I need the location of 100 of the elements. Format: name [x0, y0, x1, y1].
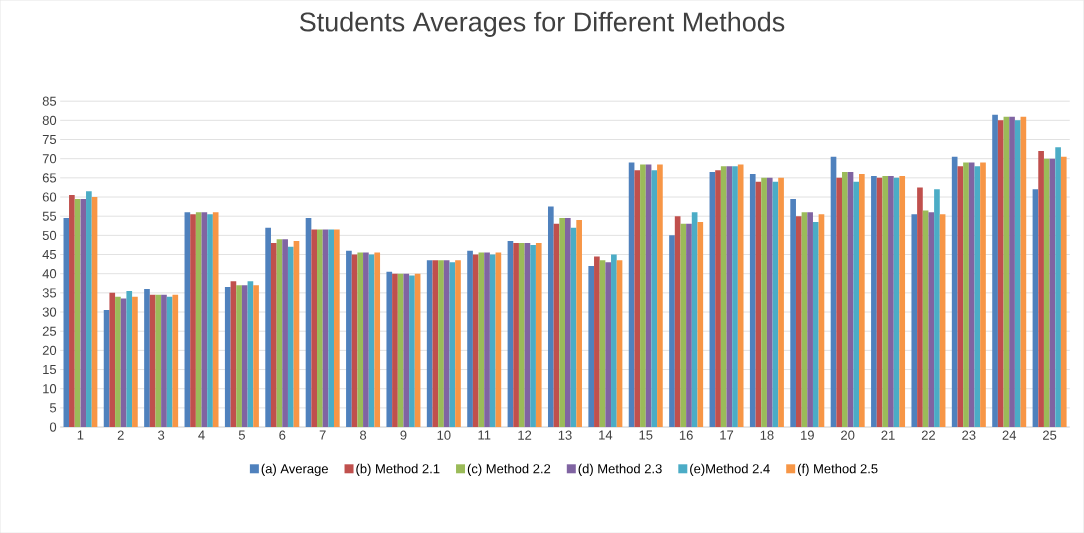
bar	[732, 166, 738, 427]
x-tick-label: 6	[279, 430, 286, 440]
bar	[161, 294, 167, 427]
bar	[576, 219, 582, 427]
x-tick-label: 9	[400, 430, 407, 440]
x-tick-label: 3	[158, 430, 165, 440]
bar	[449, 262, 456, 427]
legend-label: (a) Average	[261, 463, 328, 476]
y-tick-label: 40	[42, 269, 57, 279]
bar	[917, 187, 923, 427]
bar	[1055, 147, 1061, 427]
bar	[530, 244, 536, 427]
y-tick-label: 70	[42, 153, 57, 164]
x-tick-label: 17	[720, 430, 734, 440]
bar	[109, 292, 116, 427]
bar	[190, 214, 196, 427]
bar	[928, 212, 935, 427]
bar	[853, 181, 860, 427]
x-tick-label: 19	[801, 430, 814, 440]
bar	[126, 290, 133, 427]
y-tick-label: 50	[42, 230, 57, 240]
bar	[611, 254, 617, 427]
bar	[374, 252, 381, 427]
y-tick-label: 20	[42, 345, 57, 355]
bar	[195, 212, 202, 427]
bar	[640, 164, 646, 427]
bar	[651, 170, 658, 427]
legend-label: (d) Method 2.3	[578, 463, 662, 476]
x-tick-label: 20	[841, 430, 855, 440]
x-tick-label: 12	[518, 430, 532, 440]
bar	[253, 285, 259, 427]
bar	[778, 177, 784, 427]
x-tick-label: 10	[437, 430, 451, 440]
bar	[795, 216, 802, 427]
bar	[212, 212, 219, 427]
legend-label: (e)Method 2.4	[690, 463, 770, 476]
bar	[426, 260, 433, 427]
y-tick-label: 0	[49, 422, 57, 432]
bar	[605, 262, 612, 427]
bar	[559, 218, 565, 427]
bar	[1043, 158, 1050, 427]
bar	[669, 235, 675, 427]
bar	[697, 221, 704, 427]
bar	[963, 162, 969, 427]
bar	[564, 218, 571, 427]
bar	[472, 254, 479, 427]
x-tick-label: 2	[117, 430, 124, 440]
y-tick-label: 85	[42, 96, 57, 106]
x-tick-label: 8	[360, 430, 367, 440]
bar	[144, 288, 150, 427]
bar	[980, 162, 986, 427]
x-tick-label: 23	[962, 430, 976, 440]
y-tick-label: 5	[49, 403, 57, 413]
x-tick-label: 4	[198, 430, 205, 440]
bar	[265, 227, 271, 427]
bar	[455, 260, 461, 427]
bar	[842, 172, 848, 427]
bar	[888, 175, 894, 427]
bar	[513, 242, 519, 427]
bar	[518, 242, 525, 427]
legend-label: (f) Method 2.5	[797, 463, 878, 476]
bar	[535, 242, 542, 427]
bar	[871, 175, 877, 427]
bar	[438, 260, 444, 427]
bar	[1060, 156, 1067, 427]
y-tick-label: 15	[43, 364, 57, 374]
bar	[761, 177, 767, 427]
chart-title: Students Averages for Different Methods	[299, 11, 785, 37]
x-tick-label: 18	[760, 430, 774, 440]
bar	[992, 114, 998, 427]
bar	[172, 294, 179, 427]
x-tick-label: 5	[238, 430, 245, 440]
y-tick-label: 30	[42, 307, 57, 317]
y-tick-label: 65	[42, 173, 57, 183]
bar	[686, 223, 692, 427]
bar	[317, 229, 323, 427]
y-tick-label: 75	[42, 134, 57, 144]
bar	[899, 175, 906, 427]
bar	[588, 265, 595, 427]
bar	[812, 221, 819, 427]
bar	[155, 294, 162, 427]
bar	[409, 275, 415, 427]
y-tick-label: 60	[42, 192, 57, 202]
bar	[467, 250, 473, 427]
x-tick-label: 15	[639, 430, 653, 440]
bar	[934, 189, 940, 427]
bar	[911, 214, 918, 427]
bar	[951, 156, 958, 427]
bar	[882, 175, 889, 427]
x-tick-label: 7	[319, 430, 326, 440]
bar	[392, 273, 398, 427]
x-tick-label: 25	[1043, 430, 1057, 440]
legend-label: (b) Method 2.1	[356, 463, 440, 476]
bar	[680, 223, 687, 427]
bar	[720, 166, 727, 427]
bar	[236, 285, 242, 427]
bar	[357, 252, 364, 427]
bar	[386, 271, 393, 427]
bar	[328, 229, 335, 427]
x-tick-label: 21	[881, 430, 895, 440]
